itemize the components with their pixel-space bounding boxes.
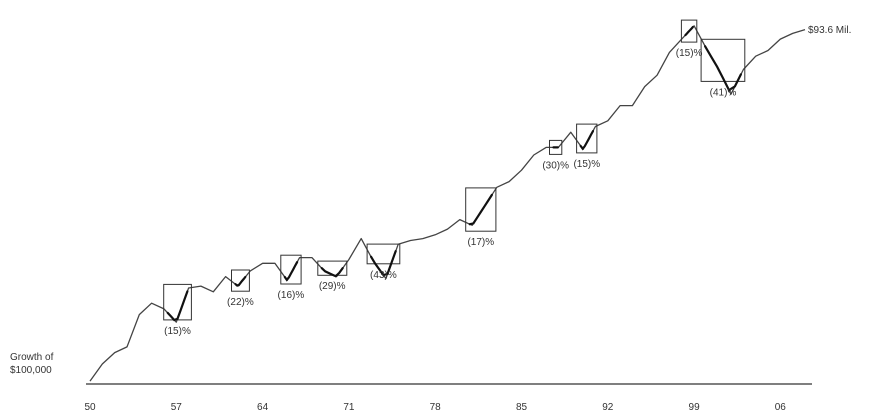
drawdown-segment	[234, 275, 247, 287]
drawdown-label: (15)%	[676, 48, 703, 59]
drawdown-segment	[468, 193, 493, 226]
drawdown-label: (29)%	[319, 281, 346, 292]
start-label: Growth of $100,000	[10, 352, 54, 376]
drawdown-annotations: (15)% (22)% (16)% (29)% (43)% (17)% (30)% (15)%…	[163, 19, 746, 337]
drawdown-label: (30)%	[542, 160, 569, 171]
drawdown-label: (16)%	[278, 290, 305, 301]
drawdown-label: (15)%	[573, 159, 600, 170]
drawdown-segment	[166, 290, 189, 322]
drawdown-label: (15)%	[164, 326, 191, 337]
drawdown-group: (30)%	[542, 139, 569, 171]
x-tick-label: 92	[602, 402, 614, 413]
drawdown-group: (15)%	[573, 123, 600, 170]
drawdown-group: (16)%	[278, 254, 305, 301]
x-tick-label: 71	[343, 402, 355, 413]
drawdown-box	[366, 243, 401, 265]
drawdown-label: (43)%	[370, 270, 397, 281]
x-tick-label: 06	[775, 402, 787, 413]
drawdown-group: (15)%	[163, 283, 192, 337]
drawdown-segment	[684, 26, 694, 37]
drawdown-segment	[370, 250, 397, 277]
drawdown-box	[576, 123, 598, 154]
drawdown-box	[700, 38, 746, 82]
x-tick-label: 50	[84, 402, 96, 413]
drawdown-box	[231, 269, 250, 292]
x-tick-labels: 50 57 64 71 78 85 92 99 06	[84, 402, 786, 413]
drawdown-box	[680, 19, 698, 43]
drawdown-group: (29)%	[317, 260, 348, 292]
drawdown-box	[280, 254, 302, 285]
drawdown-group: (43)%	[366, 243, 401, 281]
drawdown-box	[465, 187, 497, 232]
drawdown-segment	[283, 261, 299, 282]
end-label: $93.6 Mil.	[808, 25, 851, 36]
drawdown-segment	[579, 130, 595, 151]
drawdown-group: (22)%	[227, 269, 254, 308]
x-tick-label: 85	[516, 402, 528, 413]
x-tick-label: 78	[430, 402, 442, 413]
drawdown-box	[549, 139, 563, 155]
start-label-line: $100,000	[10, 365, 52, 376]
drawdown-segment	[704, 45, 742, 92]
start-label-line: Growth of	[10, 352, 54, 363]
drawdown-segment	[320, 267, 344, 278]
drawdown-group: (41)%	[700, 38, 746, 98]
x-tick-label: 57	[171, 402, 183, 413]
drawdown-label: (22)%	[227, 297, 254, 308]
drawdown-group: (15)%	[676, 19, 703, 59]
x-tick-label: 99	[689, 402, 701, 413]
drawdown-label: (41)%	[710, 87, 737, 98]
drawdown-label: (17)%	[467, 237, 494, 248]
drawdown-group: (17)%	[465, 187, 497, 248]
series-line	[89, 25, 806, 382]
x-tick-label: 64	[257, 402, 269, 413]
